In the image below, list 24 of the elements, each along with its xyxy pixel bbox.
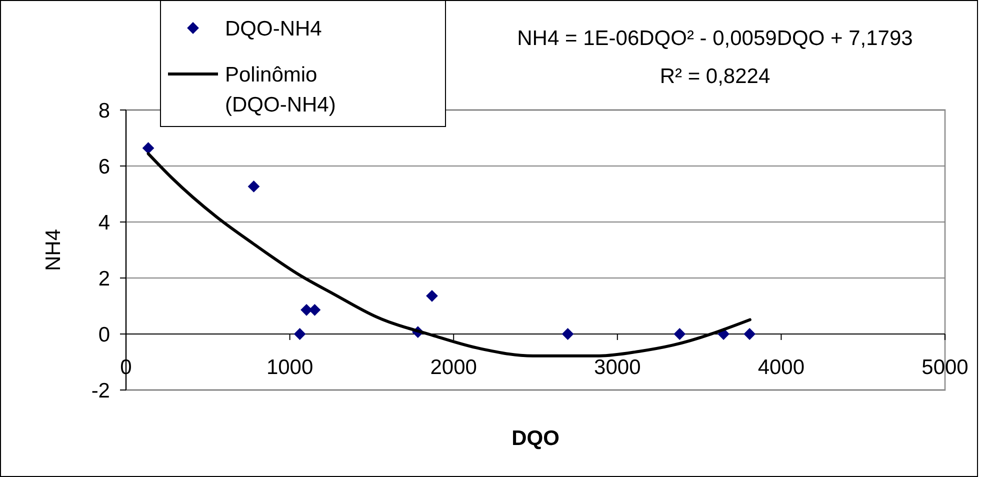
x-tick-label: 3000 <box>594 356 641 379</box>
x-tick-label: 5000 <box>922 356 968 379</box>
x-tick-label: 1000 <box>266 356 314 379</box>
x-tick-label: 2000 <box>430 356 477 379</box>
y-tick-label: 2 <box>98 267 110 290</box>
point <box>426 290 438 302</box>
point <box>142 142 154 154</box>
point <box>294 328 306 340</box>
y-tick-label: 8 <box>98 99 110 122</box>
y-tick-label: 4 <box>98 211 110 234</box>
point <box>674 328 686 340</box>
text: R² = 0,8224 <box>660 65 770 88</box>
y-tick-label: 0 <box>98 323 110 346</box>
legend-label: DQO-NH4 <box>225 17 322 40</box>
point <box>744 328 756 340</box>
point <box>562 328 574 340</box>
x-axis-title: DQO <box>512 427 560 450</box>
x-tick-label: 4000 <box>758 356 805 379</box>
y-tick-label: -2 <box>91 379 110 402</box>
point <box>248 180 260 192</box>
y-tick-label: 6 <box>98 155 110 178</box>
y-axis-title: NH4 <box>42 228 65 272</box>
legend-label: Polinômio (DQO-NH4) <box>225 63 336 116</box>
text: NH4 = 1E-06DQO² - 0,0059DQO + 7,1793 <box>517 27 913 50</box>
